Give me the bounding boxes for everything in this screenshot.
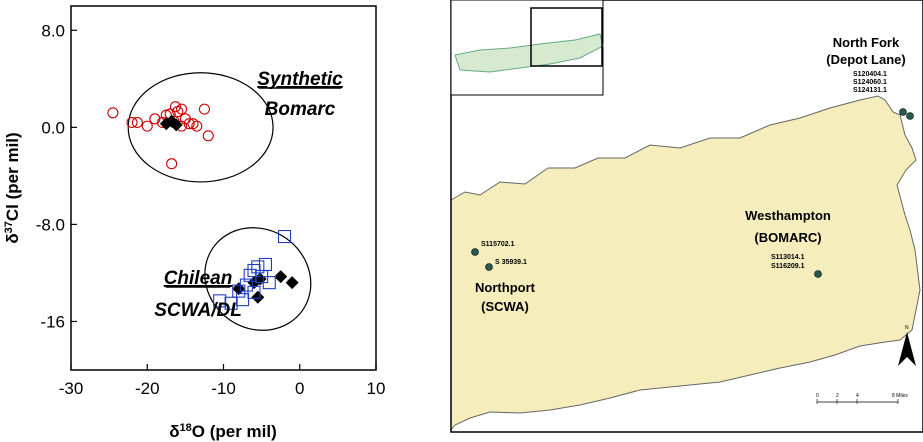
y-axis-title: δ37Cl (per mil) bbox=[3, 132, 22, 243]
group-label-line2: SCWA/DL bbox=[154, 300, 242, 321]
inset-locator-map bbox=[451, 0, 603, 95]
data-point-diamond bbox=[286, 276, 299, 289]
well-site-marker bbox=[900, 109, 907, 116]
scale-tick-label: 8 Miles bbox=[892, 393, 908, 399]
sample-id: S120404.1 bbox=[853, 71, 887, 78]
group-ellipse bbox=[128, 73, 273, 182]
northport-label: Northport bbox=[475, 280, 536, 295]
y-tick-label: 8.0 bbox=[41, 21, 65, 40]
group-label-line2: Bomarc bbox=[265, 99, 336, 120]
westhampton-label: Westhampton bbox=[745, 208, 831, 223]
scale-tick-label: 2 bbox=[836, 393, 839, 399]
long-island-map: North Fork (Depot Lane) S120404.1 S12406… bbox=[447, 0, 923, 442]
westhampton-sublabel: (BOMARC) bbox=[754, 230, 821, 245]
group-label-line1: Synthetic bbox=[257, 69, 343, 90]
sample-id: S116209.1 bbox=[771, 263, 805, 270]
north-label: N bbox=[905, 325, 909, 331]
scale-tick-label: 0 bbox=[816, 393, 819, 399]
sample-id: S 35939.1 bbox=[495, 259, 527, 266]
scatter-plot: -30 -20 -10 0 10 8.0 0.0 -8.0 -16 Synthetic Bomar… bbox=[3, 6, 385, 441]
sample-id: S124060.1 bbox=[853, 79, 887, 86]
data-point-circle bbox=[142, 121, 152, 131]
well-site-marker bbox=[907, 113, 914, 120]
data-point-circle bbox=[203, 131, 213, 141]
y-tick-label: -8.0 bbox=[36, 215, 65, 234]
data-point-square bbox=[259, 258, 271, 270]
data-point-circle bbox=[108, 108, 118, 118]
data-point-circle bbox=[167, 159, 177, 169]
x-tick-label: -30 bbox=[59, 379, 84, 398]
data-point-circle bbox=[199, 104, 209, 114]
data-point-diamond bbox=[274, 270, 287, 283]
scale-tick-label: 4 bbox=[856, 393, 859, 399]
well-site-marker bbox=[486, 264, 493, 271]
x-tick-label: 10 bbox=[367, 379, 386, 398]
well-site-marker bbox=[815, 271, 822, 278]
sample-id: S113014.1 bbox=[771, 254, 805, 261]
data-point-diamond bbox=[251, 291, 264, 304]
x-tick-label: -10 bbox=[211, 379, 236, 398]
north-fork-label: North Fork bbox=[833, 35, 900, 50]
group-label-line1: Chilean bbox=[164, 268, 233, 289]
north-fork-sublabel: (Depot Lane) bbox=[826, 52, 905, 67]
y-tick-label: 0.0 bbox=[41, 118, 65, 137]
x-tick-label: -20 bbox=[135, 379, 160, 398]
sample-id: S124131.1 bbox=[853, 87, 887, 94]
x-tick-label: 0 bbox=[295, 379, 304, 398]
y-tick-label: -16 bbox=[40, 312, 65, 331]
well-site-marker bbox=[472, 249, 479, 256]
x-axis-title: δ18O (per mil) bbox=[169, 422, 277, 441]
northport-sublabel: (SCWA) bbox=[481, 299, 529, 314]
sample-id: S115702.1 bbox=[481, 241, 515, 248]
